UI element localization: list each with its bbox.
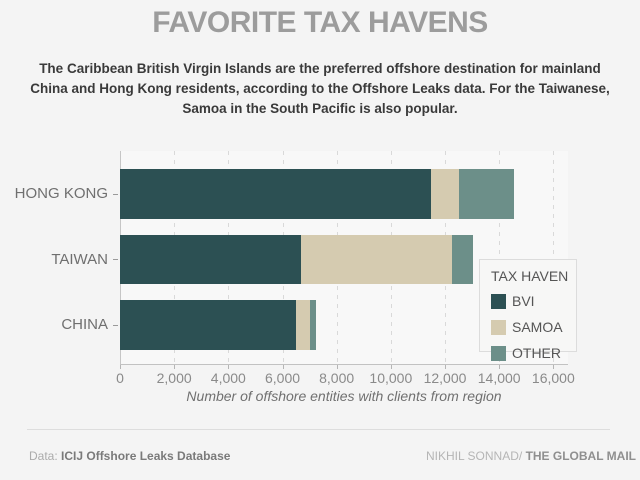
x-tick — [282, 365, 284, 369]
gridline — [499, 151, 501, 364]
x-tick-label: 10,000 — [369, 370, 413, 386]
bar-segment-hong-kong-bvi — [120, 169, 432, 219]
legend-label: SAMOA — [512, 319, 563, 335]
bar-segment-taiwan-other — [451, 234, 474, 284]
x-tick — [174, 365, 176, 369]
bar-segment-taiwan-samoa — [301, 234, 452, 284]
bar-segment-china-samoa — [296, 300, 310, 350]
credit: NIKHIL SONNAD/ THE GLOBAL MAIL — [426, 449, 636, 463]
chart-subtitle: The Caribbean British Virgin Islands are… — [30, 61, 610, 116]
legend-item-bvi: BVI — [491, 290, 576, 312]
category-label-taiwan: TAIWAN — [51, 250, 108, 268]
x-tick — [390, 365, 392, 369]
legend: TAX HAVEN BVI SAMOA OTHER — [479, 259, 577, 361]
category-label-china: CHINA — [61, 316, 108, 334]
legend-swatch-other — [491, 345, 506, 361]
footer-divider — [27, 429, 610, 430]
x-tick-label: 4,000 — [210, 370, 246, 386]
credit-author: NIKHIL SONNAD/ — [425, 449, 526, 463]
x-tick — [120, 365, 121, 369]
x-tick — [445, 365, 446, 369]
category-label-hong-kong: HONG KONG — [14, 185, 108, 203]
source-prefix: Data: — [29, 449, 62, 463]
data-source: Data: ICIJ Offshore Leaks Database — [29, 449, 230, 463]
x-tick — [336, 365, 338, 369]
legend-label: BVI — [512, 293, 535, 309]
x-tick-label: 14,000 — [477, 370, 521, 386]
legend-item-other: OTHER — [491, 342, 576, 364]
legend-title: TAX HAVEN — [491, 268, 569, 284]
x-tick — [228, 365, 230, 369]
x-tick-label: 8,000 — [319, 370, 355, 386]
x-tick-label: 16,000 — [531, 370, 575, 386]
plot-area — [120, 151, 568, 365]
legend-item-samoa: SAMOA — [491, 316, 576, 338]
bar-segment-china-bvi — [120, 300, 297, 350]
credit-org: THE GLOBAL MAIL — [525, 449, 636, 463]
y-tick — [113, 193, 118, 195]
x-axis-title: Number of offshore entities with clients… — [186, 388, 502, 404]
bar-segment-taiwan-bvi — [120, 234, 302, 284]
y-tick — [113, 324, 118, 326]
x-tick-label: 0 — [116, 370, 124, 386]
bar-segment-hong-kong-samoa — [431, 169, 459, 219]
bar-segment-china-other — [309, 300, 316, 350]
x-tick — [553, 365, 555, 369]
gridline — [553, 151, 555, 364]
source-name: ICIJ Offshore Leaks Database — [61, 449, 231, 463]
x-tick-label: 2,000 — [156, 370, 192, 386]
bar-segment-hong-kong-other — [458, 169, 515, 219]
legend-swatch-samoa — [491, 319, 506, 335]
legend-swatch-bvi — [491, 293, 506, 309]
legend-label: OTHER — [512, 345, 561, 361]
legend-items: BVI SAMOA OTHER — [491, 290, 576, 364]
chart-title: FAVORITE TAX HAVENS — [152, 6, 488, 39]
x-tick — [499, 365, 501, 369]
x-tick-label: 12,000 — [423, 370, 467, 386]
y-tick — [113, 259, 118, 261]
x-tick-label: 6,000 — [264, 370, 301, 386]
